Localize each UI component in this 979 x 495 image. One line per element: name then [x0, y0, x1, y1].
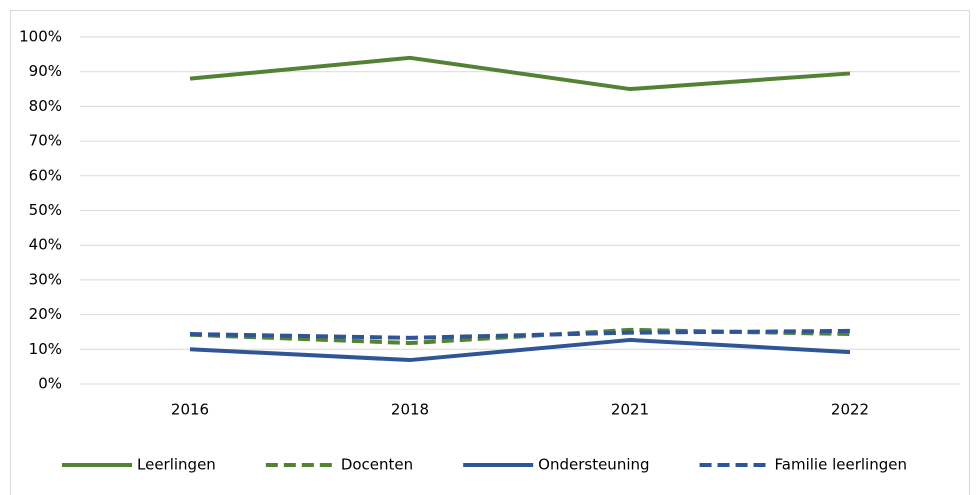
x-tick-label: 2016	[171, 401, 209, 419]
y-tick-label: 0%	[38, 375, 62, 393]
legend-label: Docenten	[341, 456, 413, 474]
series-line	[189, 328, 851, 340]
y-tick-label: 20%	[29, 305, 62, 323]
legend-label: Ondersteuning	[538, 456, 649, 474]
y-tick-label: 60%	[29, 166, 62, 184]
legend-label: Familie leerlingen	[775, 456, 907, 474]
y-tick-label: 80%	[29, 97, 62, 115]
y-tick-label: 90%	[29, 62, 62, 80]
legend-label: Leerlingen	[137, 456, 216, 474]
x-tick-label: 2022	[831, 401, 869, 419]
y-tick-label: 10%	[29, 340, 62, 358]
series-line	[189, 55, 851, 92]
y-tick-label: 100%	[19, 28, 62, 46]
y-tick-label: 50%	[29, 201, 62, 219]
y-tick-label: 40%	[29, 236, 62, 254]
series-line	[189, 337, 851, 363]
y-tick-label: 30%	[29, 270, 62, 288]
chart-frame	[10, 10, 970, 495]
x-tick-label: 2021	[611, 401, 649, 419]
y-tick-label: 70%	[29, 132, 62, 150]
x-tick-label: 2018	[391, 401, 429, 419]
